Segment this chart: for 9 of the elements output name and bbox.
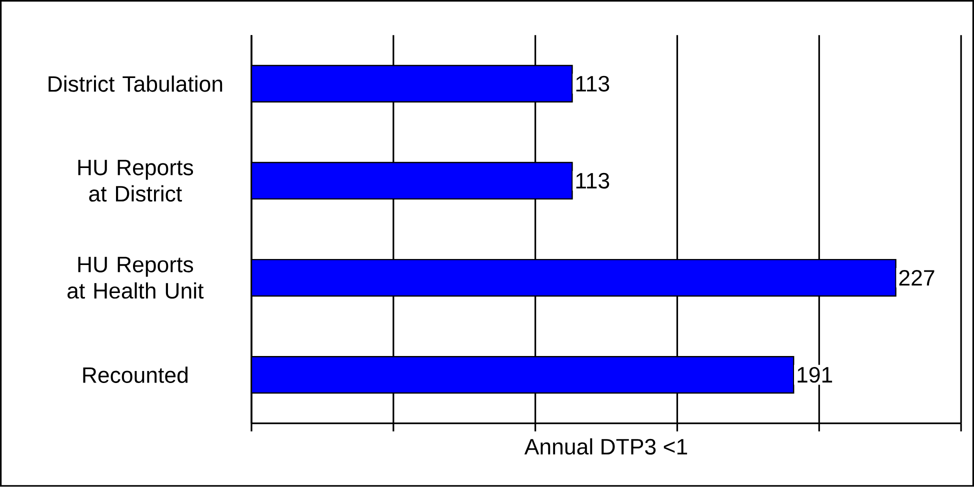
y-tick-label: Recounted [83, 366, 188, 384]
y-tick-label: HU Reports at District [78, 160, 194, 202]
x-axis-title: Annual DTP3 <1 [524, 438, 688, 455]
data-label: 191 [798, 367, 832, 383]
data-label: 227 [899, 270, 934, 286]
data-label: 113 [576, 76, 610, 92]
y-tick-label: HU Reports at Health Unit [68, 256, 204, 299]
data-label: 113 [576, 172, 610, 189]
y-tick-label: District Tabulation [48, 76, 222, 92]
